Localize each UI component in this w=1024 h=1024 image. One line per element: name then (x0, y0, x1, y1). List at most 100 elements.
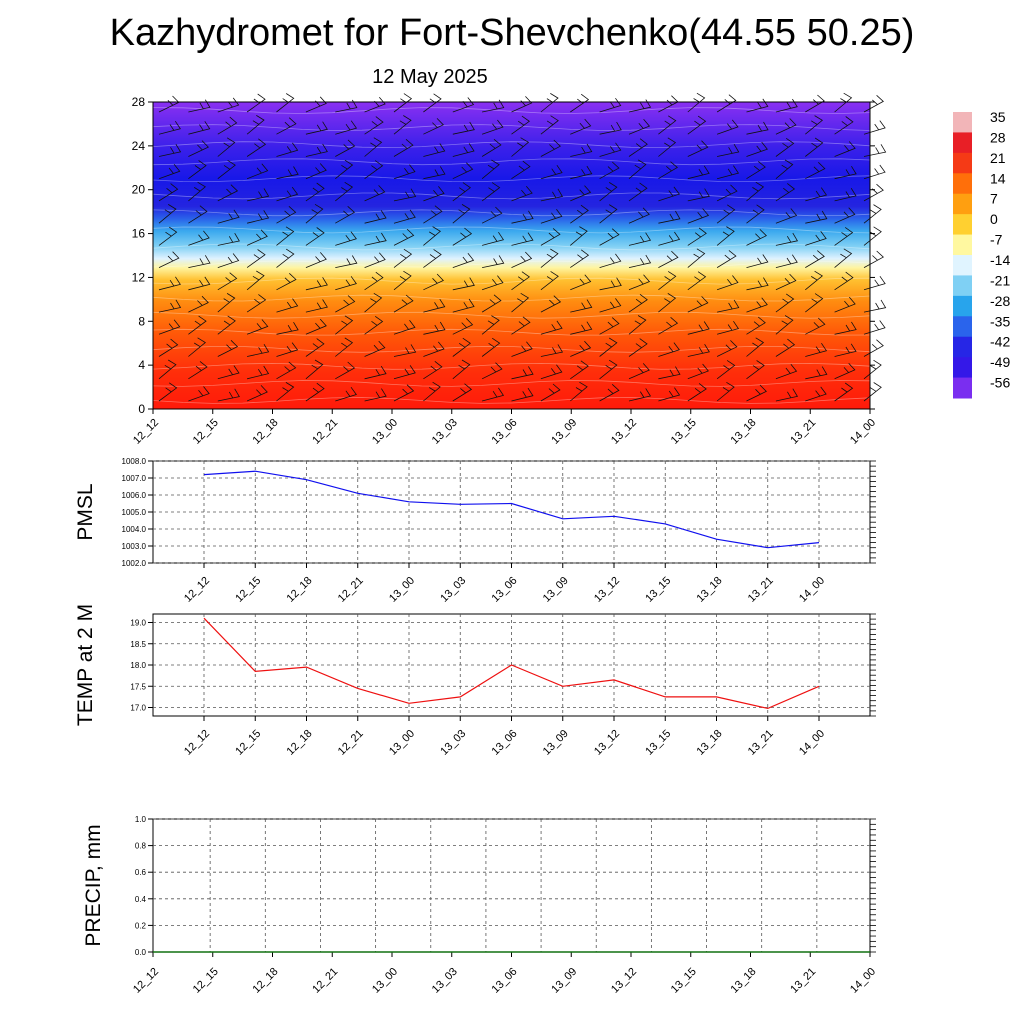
wind-barb (775, 208, 798, 224)
wind-barb (716, 184, 738, 202)
wind-barb (540, 271, 559, 291)
wind-barb (716, 119, 739, 135)
wind-barb (746, 161, 766, 180)
wind-barb (158, 226, 178, 246)
wind-barb (834, 165, 857, 180)
wind-barb (628, 388, 652, 402)
wind-barb (540, 248, 559, 268)
wind-barb (335, 181, 354, 202)
wind-barb (188, 181, 206, 202)
wind-barb (393, 270, 412, 291)
wind-barb (687, 227, 707, 246)
wind-barb (188, 295, 209, 313)
wind-barb (805, 115, 823, 135)
wind-barb (423, 118, 444, 135)
contour-line (152, 209, 871, 217)
x-tick-label: 13_03 (438, 575, 468, 605)
contour-line (152, 124, 871, 131)
wind-barb (158, 204, 177, 224)
wind-barb (335, 206, 356, 224)
wind-barb (511, 316, 531, 335)
wind-barb (746, 316, 766, 335)
wind-barb (158, 382, 178, 402)
wind-barb (628, 315, 647, 335)
wind-barb (364, 137, 383, 157)
colorbar-swatch (953, 357, 972, 379)
wind-barb (393, 384, 415, 402)
colorbar: 35 28 21 14 7 0 -7 -14 -21 -28 -35 -42 -49 -56 (953, 109, 1010, 399)
x-tick-label: 14_00 (797, 575, 827, 605)
wind-barb (452, 204, 471, 224)
x-tick-label: 14_00 (848, 966, 878, 996)
wind-barb (628, 207, 650, 224)
wind-barb (217, 209, 240, 224)
wind-barb (335, 361, 356, 380)
wind-barb (746, 277, 769, 291)
y-tick-label: 0.4 (135, 895, 147, 904)
wind-barb (188, 361, 208, 380)
x-tick-label: 13_03 (438, 728, 468, 758)
x-tick-label: 13_00 (387, 575, 417, 605)
wind-barb (716, 275, 739, 291)
wind-barb (570, 274, 592, 291)
plot-frame (152, 818, 871, 953)
y-tick-label: 1002.0 (122, 559, 147, 568)
wind-barb (658, 271, 677, 291)
wind-barb (482, 255, 505, 268)
wind-barb (158, 251, 180, 268)
wind-barb (540, 295, 562, 313)
wind-barb (217, 137, 236, 157)
x-tick-label: 13_21 (788, 417, 818, 447)
y-tick-label: 1.0 (135, 815, 147, 824)
wind-barb (188, 140, 209, 157)
x-tick-label: 14_00 (797, 728, 827, 758)
wind-barb (217, 365, 240, 380)
x-tick-label: 13_06 (490, 728, 520, 758)
x-tick-label: 13_06 (490, 417, 520, 447)
wind-barb (423, 249, 442, 268)
x-tick-label: 12_15 (191, 966, 221, 996)
wind-barb (305, 277, 328, 291)
wind-barb (452, 277, 475, 291)
x-tick-label: 13_06 (490, 575, 520, 605)
contour-line (152, 243, 871, 251)
wind-barb (717, 143, 740, 157)
wind-barb (276, 248, 295, 268)
wind-barb (305, 299, 328, 313)
wind-barb (305, 318, 327, 335)
wind-barb (716, 165, 740, 180)
wind-barb (805, 187, 828, 202)
x-tick-label: 13_12 (592, 575, 622, 605)
wind-barb (570, 185, 592, 202)
wind-barb (276, 186, 299, 202)
heatmap-y-axis: 0 4 8 12 16 20 24 28 (132, 95, 875, 416)
wind-barb (246, 115, 265, 135)
y-tick-label: 18.5 (130, 640, 146, 649)
wind-barb (658, 250, 679, 268)
colorbar-swatch (953, 214, 972, 236)
y-tick-label: 19.0 (130, 619, 146, 628)
wind-barb (570, 118, 592, 135)
wind-barb (364, 232, 387, 246)
wind-barb (276, 117, 297, 135)
wind-barb (217, 184, 239, 202)
contour-line (152, 260, 871, 268)
wind-barb (423, 143, 446, 157)
wind-barb (775, 388, 799, 402)
wind-barb (452, 227, 473, 246)
wind-barb (511, 137, 530, 157)
wind-barb (775, 118, 797, 135)
contour-line (152, 345, 871, 353)
wind-barb (423, 273, 444, 291)
x-tick-label: 12_18 (285, 728, 315, 758)
wind-barb (246, 229, 268, 246)
wind-barb (305, 252, 327, 268)
y-tick-label: 12 (132, 270, 146, 284)
wind-barb (658, 366, 681, 380)
wind-barb (687, 271, 707, 291)
wind-barb (511, 366, 534, 380)
wind-barb (158, 359, 177, 380)
colorbar-swatch (953, 173, 972, 195)
colorbar-label: -14 (990, 252, 1010, 268)
wind-barb (158, 143, 182, 157)
